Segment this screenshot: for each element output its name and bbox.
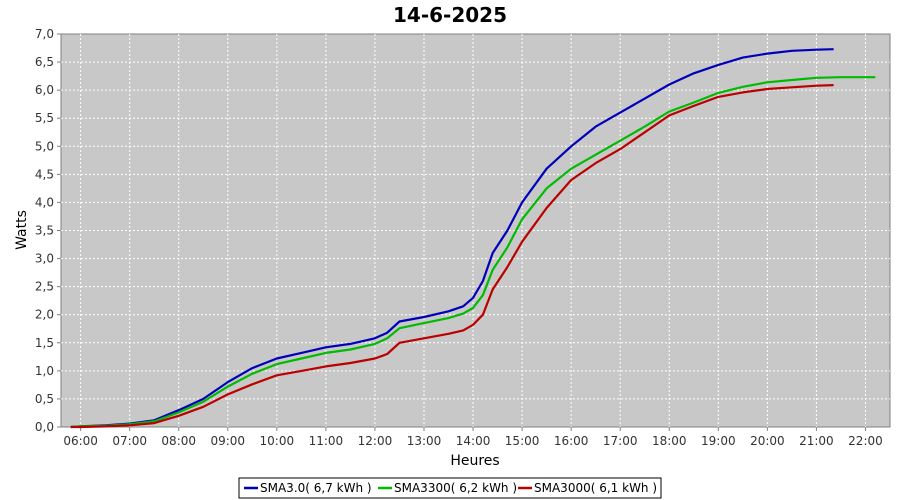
y-tick-label: 6,5	[35, 55, 54, 69]
legend: SMA3.0( 6,7 kWh ) SMA3300( 6,2 kWh ) SMA30…	[238, 477, 662, 499]
legend-box	[238, 477, 662, 499]
plot-area	[60, 33, 891, 428]
y-axis-label: Watts	[14, 210, 30, 250]
x-tick-label: 22:00	[848, 434, 883, 448]
x-tick-label: 07:00	[112, 434, 147, 448]
x-tick-label: 13:00	[407, 434, 442, 448]
series-line-2	[70, 76, 876, 429]
y-tick-label: 5,0	[35, 139, 54, 153]
y-tick-label: 4,5	[35, 167, 54, 181]
x-tick-label: 08:00	[161, 434, 196, 448]
legend-entry-3: SMA3000( 6,1 kWh )	[534, 481, 657, 495]
y-tick-label: 2,5	[35, 280, 54, 294]
x-tick-label: 10:00	[260, 434, 295, 448]
y-tick-label: 0,0	[35, 420, 54, 434]
x-tick-label: 06:00	[63, 434, 98, 448]
x-tick-label: 17:00	[603, 434, 638, 448]
x-tick-label: 09:00	[210, 434, 245, 448]
x-tick-label: 12:00	[358, 434, 393, 448]
series-lines	[70, 48, 876, 429]
y-tick-label: 1,5	[35, 336, 54, 350]
y-tick-label: 3,5	[35, 224, 54, 238]
legend-entry-1: SMA3.0( 6,7 kWh )	[260, 481, 372, 495]
legend-entry-2: SMA3300( 6,2 kWh )	[394, 481, 517, 495]
y-tick-label: 7,0	[35, 27, 54, 41]
y-tick-label: 3,0	[35, 252, 54, 266]
x-tick-label: 19:00	[701, 434, 736, 448]
x-tick-label: 11:00	[309, 434, 344, 448]
axis-ticks: 0,0 0,5 1,0 1,5 2,0 2,5 3,0 3,5 4,0 4,5 5,0 5,5 6,0 6…	[35, 27, 883, 448]
series-line-3	[70, 84, 834, 429]
y-tick-label: 5,5	[35, 111, 54, 125]
x-tick-label: 20:00	[750, 434, 785, 448]
chart-title: 14-6-2025	[393, 3, 507, 27]
x-axis-label: Heures	[450, 453, 499, 469]
x-tick-label: 15:00	[505, 434, 540, 448]
y-tick-label: 2,0	[35, 308, 54, 322]
x-tick-label: 21:00	[799, 434, 834, 448]
y-tick-label: 4,0	[35, 195, 54, 209]
grid-lines	[61, 34, 890, 427]
x-tick-label: 16:00	[554, 434, 589, 448]
x-tick-label: 14:00	[456, 434, 491, 448]
series-line-1	[70, 48, 834, 429]
x-tick-label: 18:00	[652, 434, 687, 448]
y-tick-label: 1,0	[35, 364, 54, 378]
y-tick-label: 6,0	[35, 83, 54, 97]
y-tick-label: 0,5	[35, 392, 54, 406]
